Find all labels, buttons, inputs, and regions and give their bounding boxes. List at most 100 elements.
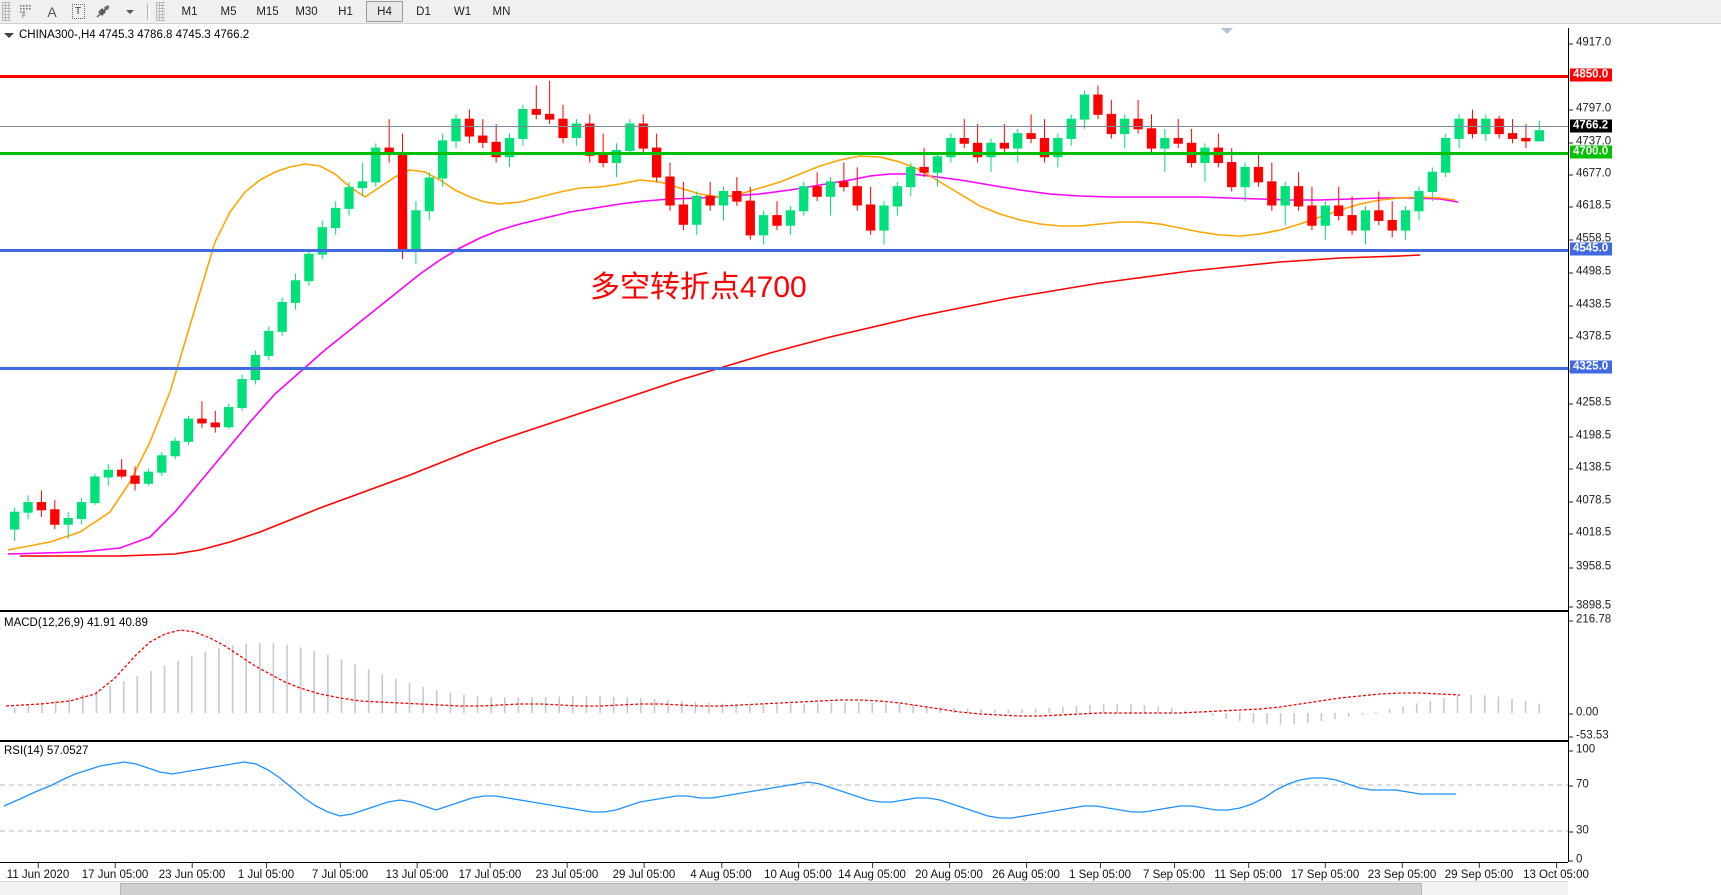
cursor-price-line-4766[interactable]: [0, 126, 1568, 127]
timeframe-button-m30[interactable]: M30: [295, 5, 318, 18]
timeframe-button-m15[interactable]: M15: [256, 5, 279, 18]
time-tick-label: 14 Aug 05:00: [838, 863, 906, 881]
timeframe-button-m5[interactable]: M5: [220, 5, 237, 18]
axis-tick-label: 4078.5: [1569, 495, 1611, 507]
axis-tick-label: 4198.5: [1569, 430, 1611, 442]
timeframe-button-m1[interactable]: M1: [181, 5, 198, 18]
axis-tick-label: 4378.5: [1569, 331, 1611, 343]
ma-slow-line: [20, 254, 1421, 557]
text-label-glyph: T: [71, 4, 85, 19]
chart-top-marker-icon: [1221, 28, 1233, 34]
timeframe-button-h4[interactable]: H4: [366, 1, 403, 22]
symbol-info-text: CHINA300-,H4 4745.3 4786.8 4745.3 4766.2: [19, 29, 250, 41]
axis-tick-label: 4677.0: [1569, 168, 1611, 180]
time-tick-label: 29 Sep 05:00: [1444, 863, 1514, 881]
objects-tool-icon[interactable]: [91, 1, 117, 22]
pivot-line-4700[interactable]: [0, 152, 1568, 155]
price-scale[interactable]: 4917.0 4797.0 4737.0 4677.0 4618.5 4558.5 4498…: [1568, 28, 1721, 865]
axis-tick-label: 0: [1569, 854, 1582, 866]
axis-tick-label: 4138.5: [1569, 462, 1611, 474]
axis-tick-label: 0.00: [1569, 707, 1598, 719]
resistance-line-4850[interactable]: [0, 75, 1568, 78]
axis-tick-label: 4917.0: [1569, 37, 1611, 49]
macd-signal-line: [5, 629, 1461, 717]
time-tick-label: 7 Jul 05:00: [311, 863, 369, 881]
timeframe-button-d1[interactable]: D1: [416, 5, 431, 18]
axis-tick-label: 100: [1569, 744, 1595, 756]
time-tick-label: 23 Jul 05:00: [535, 863, 599, 881]
text-label-tool-icon[interactable]: T: [65, 1, 91, 22]
price-tag-4545-0[interactable]: 4545.0: [1570, 242, 1613, 256]
axis-tick-label: 4737.0: [1569, 136, 1611, 148]
time-tick-label: 23 Sep 05:00: [1367, 863, 1437, 881]
support-line-4325[interactable]: [0, 367, 1568, 370]
macd-indicator-panel[interactable]: MACD(12,26,9) 41.91 40.89: [0, 616, 1568, 742]
price-macd-separator: [0, 610, 1568, 612]
axis-tick-label: 4797.0: [1569, 103, 1611, 115]
candle-group: [10, 80, 1544, 542]
support-line-4545[interactable]: [0, 249, 1568, 252]
horizontal-scrollbar[interactable]: [0, 881, 1568, 895]
chart-toolbar: F A T M1 M5 M15 M30 H1 H4 D1 W1 MN: [0, 0, 1721, 24]
objects-dropdown-icon[interactable]: [117, 1, 143, 22]
timeframe-grip[interactable]: [156, 2, 165, 21]
time-tick-label: 7 Sep 05:00: [1142, 863, 1206, 881]
scrollbar-thumb[interactable]: [120, 883, 1422, 895]
axis-tick-label: 4438.5: [1569, 299, 1611, 311]
time-tick-label: 11 Jun 2020: [6, 863, 70, 881]
axis-tick-label: 4258.5: [1569, 397, 1611, 409]
toolbar-divider: [147, 3, 150, 20]
time-tick-label: 10 Aug 05:00: [764, 863, 832, 881]
svg-text:F: F: [22, 14, 26, 19]
text-tool-glyph: A: [47, 3, 57, 20]
timeframe-group: M1 M5 M15 M30 H1 H4 D1 W1 MN: [171, 1, 520, 22]
macd-chart-svg: [5, 629, 1540, 725]
time-tick-label: 13 Oct 05:00: [1523, 863, 1589, 881]
text-tool-icon[interactable]: A: [39, 1, 65, 22]
collapse-triangle-icon[interactable]: [4, 32, 14, 38]
axis-tick-label: 216.78: [1569, 614, 1611, 626]
symbol-info-bar: CHINA300-,H4 4745.3 4786.8 4745.3 4766.2: [0, 28, 249, 42]
price-chart-svg: [7, 80, 1544, 557]
time-tick-label: 23 Jun 05:00: [158, 863, 226, 881]
axis-tick-label: 70: [1569, 779, 1589, 791]
chart-annotation-text[interactable]: 多空转折点4700: [590, 271, 807, 304]
time-tick-label: 17 Jul 05:00: [458, 863, 522, 881]
axis-tick-label: 3958.5: [1569, 561, 1611, 573]
time-tick-label: 13 Jul 05:00: [385, 863, 449, 881]
time-tick-label: 29 Jul 05:00: [612, 863, 676, 881]
axis-tick-label: 30: [1569, 825, 1589, 837]
time-tick-label: 1 Jul 05:00: [237, 863, 295, 881]
macd-histogram-group: [14, 642, 1540, 725]
price-tag-4325-0[interactable]: 4325.0: [1570, 360, 1613, 374]
toolbar-grip[interactable]: [2, 2, 11, 21]
time-tick-label: 4 Aug 05:00: [690, 863, 752, 881]
time-tick-label: 11 Sep 05:00: [1214, 863, 1282, 881]
price-tag-4700-0[interactable]: 4700.0: [1570, 145, 1613, 159]
time-tick-label: 17 Sep 05:00: [1290, 863, 1360, 881]
time-tick-label: 20 Aug 05:00: [915, 863, 983, 881]
axis-tick-label: -53.53: [1569, 730, 1609, 742]
ma-fast-line: [7, 155, 1456, 551]
price-chart-panel[interactable]: [0, 28, 1568, 558]
timeframe-button-h1[interactable]: H1: [338, 5, 353, 18]
timeframe-button-mn[interactable]: MN: [492, 5, 511, 18]
rsi-chart-svg: [0, 761, 1568, 832]
axis-tick-label: 4018.5: [1569, 527, 1611, 539]
caret-down-glyph: [126, 9, 134, 14]
axis-tick-label: 3898.5: [1569, 600, 1611, 612]
time-tick-label: 26 Aug 05:00: [992, 863, 1060, 881]
rsi-legend: RSI(14) 57.0527: [4, 745, 89, 757]
time-tick-label: 1 Sep 05:00: [1068, 863, 1132, 881]
price-tag-4850-0[interactable]: 4850.0: [1570, 68, 1613, 82]
axis-tick-label: 4618.5: [1569, 200, 1611, 212]
time-tick-label: 17 Jun 05:00: [81, 863, 149, 881]
rsi-line: [3, 761, 1456, 819]
macd-rsi-separator: [0, 740, 1568, 742]
price-tag-4766-2[interactable]: 4766.2: [1570, 119, 1613, 133]
timeframe-button-w1[interactable]: W1: [453, 5, 472, 18]
rsi-indicator-panel[interactable]: RSI(14) 57.0527: [0, 744, 1568, 862]
time-scale[interactable]: 11 Jun 2020 17 Jun 05:00 23 Jun 05:00 1 Jul…: [0, 862, 1589, 895]
crosshair-grid-icon[interactable]: F: [13, 1, 39, 22]
